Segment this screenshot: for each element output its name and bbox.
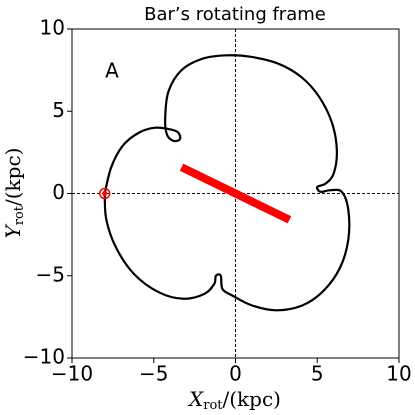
- y-axis-label: Yrot/(kpc): [1, 148, 27, 239]
- x-axis-label: Xrot/(kpc): [187, 387, 281, 413]
- x-axis-unit: /(kpc): [223, 387, 281, 411]
- y-axis-symbol: Y: [1, 223, 25, 238]
- y-tick-label: 5: [52, 98, 65, 122]
- y-tick-label: 0: [52, 180, 65, 204]
- x-tick-label: −10: [51, 362, 93, 386]
- x-axis-subscript: rot: [203, 398, 223, 413]
- y-tick-label: −10: [23, 345, 65, 369]
- chart-title: Bar’s rotating frame: [144, 4, 326, 25]
- start-marker: [98, 187, 111, 200]
- series-line: [179, 163, 292, 224]
- x-tick-label: 5: [311, 362, 324, 386]
- x-tick-label: −5: [139, 362, 168, 386]
- y-axis-unit: /(kpc): [1, 148, 25, 206]
- annotation: A: [105, 59, 119, 83]
- y-tick-label: 10: [40, 16, 65, 40]
- x-axis-symbol: X: [187, 387, 204, 411]
- x-tick-label: 10: [386, 362, 411, 386]
- x-tick-label: 0: [229, 362, 242, 386]
- y-tick-label: −5: [36, 262, 65, 286]
- start-marker-dot: [102, 191, 108, 196]
- plot-frame: [71, 28, 400, 359]
- series-line: [103, 54, 351, 312]
- y-axis-subscript: rot: [12, 205, 27, 225]
